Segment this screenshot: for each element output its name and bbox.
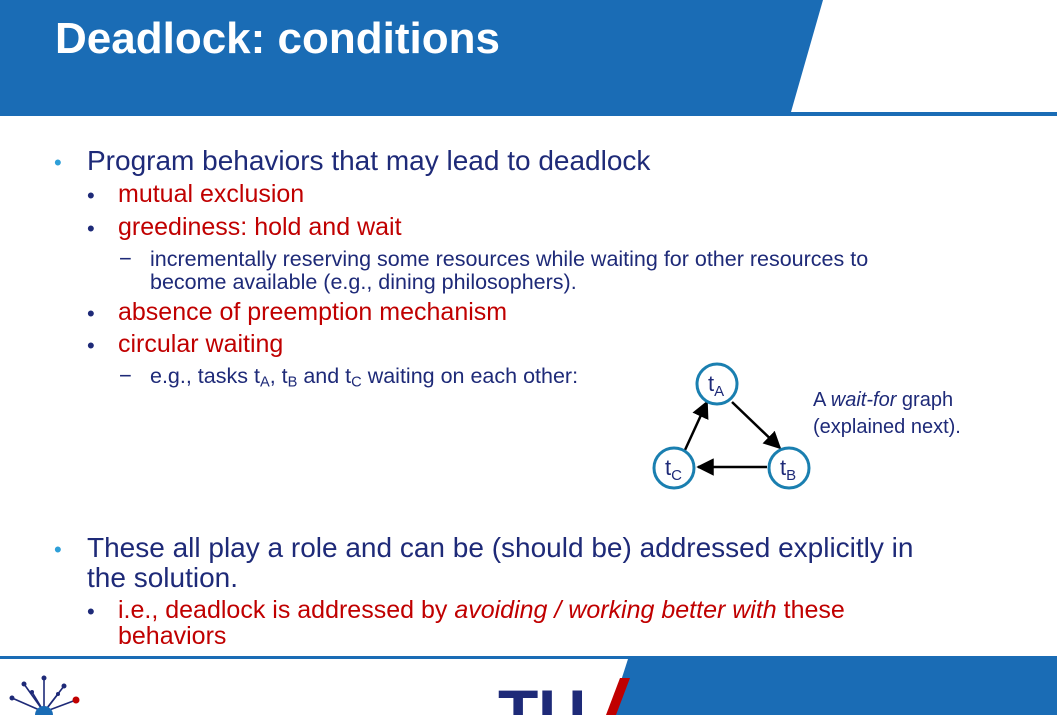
wait-for-graph: tA tB tC [652, 362, 811, 490]
bullet-dash: − [119, 246, 132, 271]
graph-caption: A wait-for graph (explained next). [813, 389, 961, 438]
bullet-incremental-line1: incrementally reserving some resources w… [150, 247, 869, 271]
bullet-greediness: greediness: hold and wait [118, 213, 402, 241]
node-tb: tB [767, 446, 811, 490]
node-ta: tA [695, 362, 739, 406]
footer-rule [0, 656, 1057, 659]
bullet-circular-waiting: circular waiting [118, 330, 284, 358]
edge-c-to-a [683, 400, 709, 451]
bullet-program-behaviors: Program behaviors that may lead to deadl… [87, 145, 651, 176]
bullet-incremental-line2: become available (e.g., dining philosoph… [150, 270, 577, 294]
bullet-dot: • [87, 183, 95, 208]
university-logo: TU [498, 678, 638, 715]
bullet-tasks-waiting: e.g., tasks tA, tB and tC waiting on eac… [150, 364, 579, 391]
node-tc: tC [652, 446, 696, 490]
bullet-dot: • [54, 537, 62, 562]
bullet-ie-line1: i.e., deadlock is addressed by avoiding … [118, 596, 845, 624]
bullet-dot: • [87, 333, 95, 358]
bullet-dash: − [119, 363, 132, 388]
svg-text:tA: tA [708, 371, 724, 400]
bullet-mutual-exclusion: mutual exclusion [118, 180, 305, 208]
bullet-ie-line2: behaviors [118, 622, 227, 650]
bullet-role-line1: These all play a role and can be (should… [87, 532, 914, 563]
bullet-dot: • [87, 301, 95, 326]
network-logo-icon [9, 675, 80, 715]
slide-title: Deadlock: conditions [55, 14, 500, 63]
bullet-role-line2: the solution. [87, 562, 238, 593]
svg-text:tC: tC [665, 455, 682, 484]
bullet-dot: • [87, 216, 95, 241]
bullet-absence-preemption: absence of preemption mechanism [118, 298, 508, 326]
bullet-dot: • [54, 150, 62, 175]
svg-text:tB: tB [780, 455, 796, 484]
bullet-dot: • [87, 599, 95, 624]
svg-text:TU: TU [498, 678, 586, 715]
edge-a-to-b [731, 401, 782, 450]
footer-band [610, 659, 1057, 715]
